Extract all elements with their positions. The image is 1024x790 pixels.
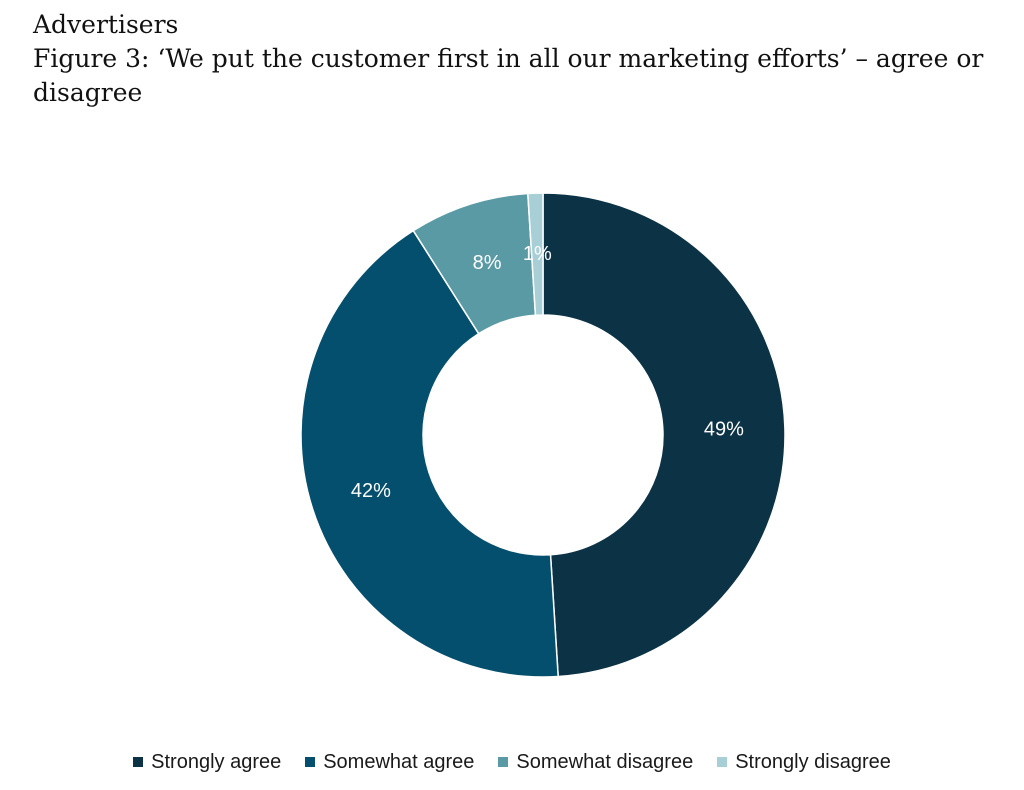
legend-label: Strongly agree [151,750,282,773]
legend-swatch [717,757,728,767]
legend-item-somewhat-agree: Somewhat agree [305,751,474,774]
legend-swatch [498,757,509,767]
legend-swatch [133,757,144,767]
section-title: Advertisers [33,10,179,39]
legend-label: Somewhat disagree [516,750,694,773]
legend-label: Somewhat agree [323,750,475,773]
legend-item-strongly-disagree: Strongly disagree [717,751,891,774]
legend-item-strongly-agree: Strongly agree [133,751,281,774]
legend-label: Strongly disagree [735,750,891,773]
legend-item-somewhat-disagree: Somewhat disagree [498,751,693,774]
data-label-strongly-disagree: 1% [523,243,552,265]
chart-legend: Strongly agree Somewhat agree Somewhat dis… [0,748,1024,776]
figure-caption: Figure 3: ‘We put the customer first in … [33,44,984,107]
data-label-somewhat-disagree: 8% [473,252,502,274]
donut-slice-strongly-disagree [527,192,544,317]
data-label-somewhat-agree: 42% [351,480,391,502]
data-label-strongly-agree: 49% [704,418,744,440]
figure-heading: Advertisers Figure 3: ‘We put the custom… [33,8,993,110]
legend-swatch [305,757,316,767]
donut-slice-somewhat-agree [300,229,559,678]
donut-slice-strongly-agree [542,192,786,678]
